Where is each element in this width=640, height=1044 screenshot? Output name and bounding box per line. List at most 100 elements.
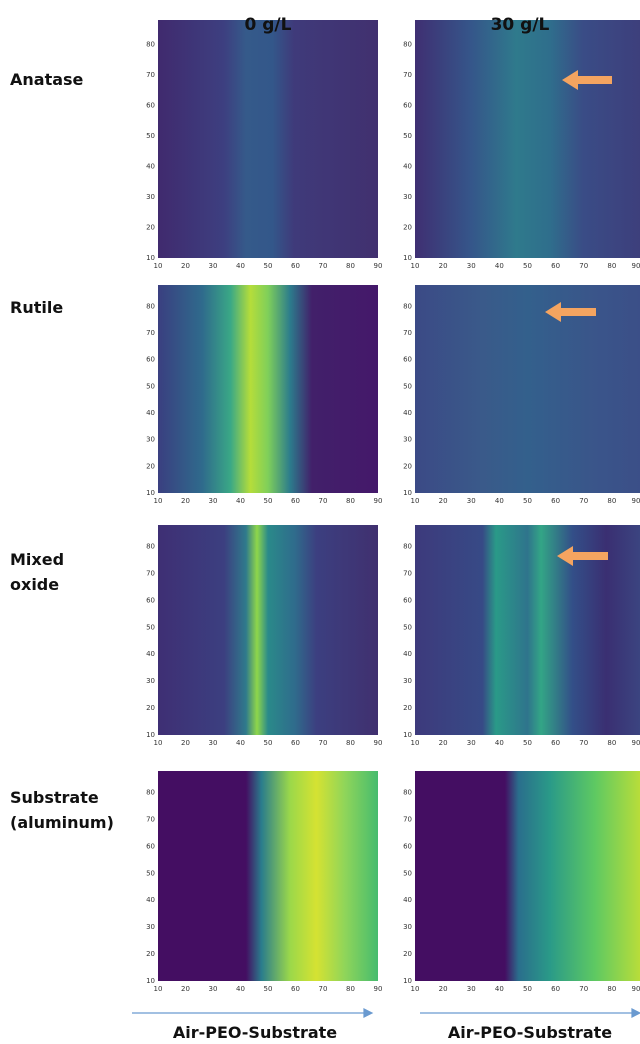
- x-tick-label: 60: [291, 262, 300, 270]
- x-tick-label: 50: [264, 497, 273, 505]
- x-tick-label: 10: [154, 262, 163, 270]
- y-tick-label: 40: [403, 650, 412, 658]
- x-tick-label: 80: [346, 985, 355, 993]
- y-tick-label: 60: [146, 596, 155, 604]
- y-tick-label: 70: [403, 329, 412, 337]
- y-tick-label: 60: [146, 101, 155, 109]
- y-tick-label: 40: [146, 896, 155, 904]
- x-tick-label: 60: [551, 262, 560, 270]
- x-tick-label: 50: [264, 262, 273, 270]
- row-label: oxide: [10, 575, 59, 594]
- heatmap: [158, 285, 378, 493]
- y-tick-label: 20: [403, 704, 412, 712]
- x-tick-label: 50: [264, 739, 273, 747]
- x-tick-label: 90: [632, 497, 640, 505]
- x-tick-label: 40: [495, 739, 504, 747]
- footer-label: Air-PEO-Substrate: [173, 1023, 337, 1042]
- x-tick-label: 80: [607, 985, 616, 993]
- y-tick-label: 80: [403, 302, 412, 310]
- x-tick-label: 50: [264, 985, 273, 993]
- x-tick-label: 70: [319, 262, 328, 270]
- y-tick-label: 50: [403, 132, 412, 140]
- x-tick-label: 40: [236, 497, 245, 505]
- y-tick-label: 10: [403, 489, 412, 497]
- y-tick-label: 50: [146, 132, 155, 140]
- y-tick-label: 30: [146, 436, 155, 444]
- x-tick-label: 90: [632, 262, 640, 270]
- row-label: Mixed: [10, 550, 64, 569]
- x-tick-label: 20: [181, 497, 190, 505]
- x-tick-label: 50: [523, 497, 532, 505]
- x-tick-label: 10: [154, 739, 163, 747]
- x-tick-label: 10: [411, 262, 420, 270]
- y-tick-label: 20: [403, 950, 412, 958]
- x-tick-label: 60: [551, 497, 560, 505]
- x-tick-label: 90: [374, 497, 383, 505]
- x-tick-label: 50: [523, 739, 532, 747]
- x-tick-label: 60: [291, 739, 300, 747]
- x-tick-label: 70: [319, 985, 328, 993]
- y-tick-label: 10: [146, 254, 155, 262]
- y-tick-label: 50: [146, 623, 155, 631]
- y-tick-label: 60: [403, 101, 412, 109]
- column-title: 30 g/L: [491, 15, 550, 35]
- x-tick-label: 10: [154, 497, 163, 505]
- x-tick-label: 80: [346, 262, 355, 270]
- arrows: [545, 70, 612, 566]
- x-tick-label: 70: [319, 739, 328, 747]
- x-tick-label: 20: [439, 497, 448, 505]
- y-tick-label: 30: [403, 436, 412, 444]
- heatmap: [158, 20, 378, 258]
- x-tick-label: 30: [467, 739, 476, 747]
- x-tick-label: 50: [523, 262, 532, 270]
- x-tick-label: 40: [236, 262, 245, 270]
- y-tick-label: 20: [146, 462, 155, 470]
- x-tick-label: 40: [236, 985, 245, 993]
- y-tick-label: 40: [146, 409, 155, 417]
- row-labels: Anatase Rutile Mixed oxide Substrate (aluminu…: [10, 70, 114, 832]
- heatmap: [158, 525, 378, 735]
- y-tick-label: 80: [146, 543, 155, 551]
- x-tick-label: 80: [607, 739, 616, 747]
- y-tick-label: 80: [146, 302, 155, 310]
- y-tick-label: 30: [403, 193, 412, 201]
- y-tick-label: 50: [403, 382, 412, 390]
- x-tick-label: 60: [291, 985, 300, 993]
- y-tick-label: 10: [403, 977, 412, 985]
- row-label: Anatase: [10, 70, 84, 89]
- x-tick-label: 20: [439, 739, 448, 747]
- heatmap: [415, 771, 640, 981]
- row-label: (aluminum): [10, 813, 114, 832]
- x-tick-label: 10: [154, 985, 163, 993]
- x-tick-label: 40: [236, 739, 245, 747]
- column-title: 0 g/L: [245, 15, 292, 35]
- y-tick-label: 70: [146, 329, 155, 337]
- y-tick-label: 80: [146, 789, 155, 797]
- row-label: Substrate: [10, 788, 99, 807]
- x-tick-label: 70: [579, 739, 588, 747]
- x-tick-label: 70: [579, 497, 588, 505]
- x-tick-label: 40: [495, 497, 504, 505]
- y-tick-label: 70: [146, 815, 155, 823]
- x-tick-label: 30: [209, 985, 218, 993]
- y-tick-label: 20: [403, 223, 412, 231]
- x-tick-label: 40: [495, 985, 504, 993]
- x-tick-label: 10: [411, 497, 420, 505]
- x-tick-label: 60: [551, 739, 560, 747]
- y-tick-label: 20: [146, 704, 155, 712]
- y-tick-label: 30: [146, 193, 155, 201]
- y-tick-label: 70: [146, 71, 155, 79]
- x-tick-label: 90: [632, 739, 640, 747]
- direction-arrows: [132, 1008, 640, 1018]
- y-tick-label: 60: [146, 356, 155, 364]
- y-tick-label: 10: [146, 977, 155, 985]
- y-tick-label: 50: [146, 869, 155, 877]
- x-tick-label: 30: [467, 497, 476, 505]
- x-tick-label: 80: [346, 497, 355, 505]
- x-tick-label: 20: [439, 985, 448, 993]
- y-tick-label: 10: [403, 731, 412, 739]
- heatmap: [415, 285, 640, 493]
- footer-label: Air-PEO-Substrate: [448, 1023, 612, 1042]
- heatmap: [158, 771, 378, 981]
- y-tick-label: 30: [146, 923, 155, 931]
